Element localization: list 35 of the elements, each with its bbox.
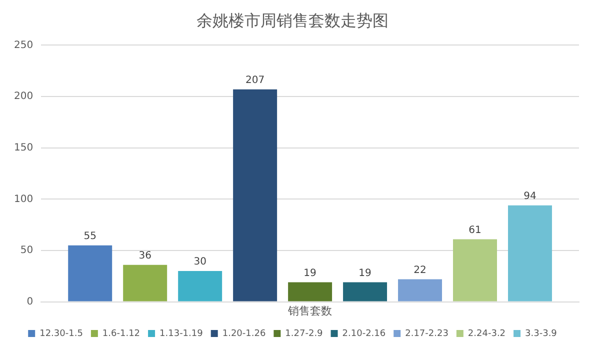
legend-label: 1.20-1.26 bbox=[222, 328, 266, 339]
legend-label: 1.27-2.9 bbox=[285, 328, 324, 339]
legend-label: 2.10-2.16 bbox=[342, 328, 386, 339]
bar bbox=[288, 282, 332, 302]
data-label: 94 bbox=[524, 190, 536, 202]
x-tick-label: 销售套数 bbox=[287, 304, 332, 318]
legend-label: 2.17-2.23 bbox=[405, 328, 448, 339]
legend-label: 12.30-1.5 bbox=[40, 328, 83, 339]
bar bbox=[123, 264, 168, 302]
legend-label: 1.13-1.19 bbox=[160, 328, 204, 339]
legend-label: 3.3-3.9 bbox=[525, 328, 558, 339]
chart-title: 余姚楼市周销售套数走势图 bbox=[196, 10, 388, 30]
data-label: 19 bbox=[358, 268, 372, 279]
data-label: 55 bbox=[84, 230, 96, 242]
data-label: 22 bbox=[414, 264, 426, 276]
y-tick-label: 100 bbox=[14, 194, 34, 205]
bar bbox=[68, 245, 112, 302]
y-tick-label: 50 bbox=[20, 245, 34, 256]
data-label: 61 bbox=[468, 224, 482, 236]
bar bbox=[398, 279, 442, 302]
y-tick-label: 200 bbox=[14, 91, 34, 102]
data-label: 19 bbox=[304, 268, 316, 279]
bar bbox=[178, 271, 222, 302]
y-tick-label: 0 bbox=[26, 296, 34, 308]
data-label: 207 bbox=[246, 74, 265, 86]
legend-label: 2.24-3.2 bbox=[468, 328, 506, 339]
bar bbox=[508, 205, 552, 302]
data-label: 30 bbox=[194, 256, 206, 268]
y-tick-label: 250 bbox=[14, 40, 34, 51]
bar bbox=[343, 282, 388, 302]
y-tick-label: 150 bbox=[14, 142, 34, 154]
data-label: 36 bbox=[138, 250, 152, 262]
bar bbox=[233, 89, 278, 302]
bar bbox=[453, 239, 497, 302]
legend-label: 1.6-1.12 bbox=[102, 328, 140, 339]
